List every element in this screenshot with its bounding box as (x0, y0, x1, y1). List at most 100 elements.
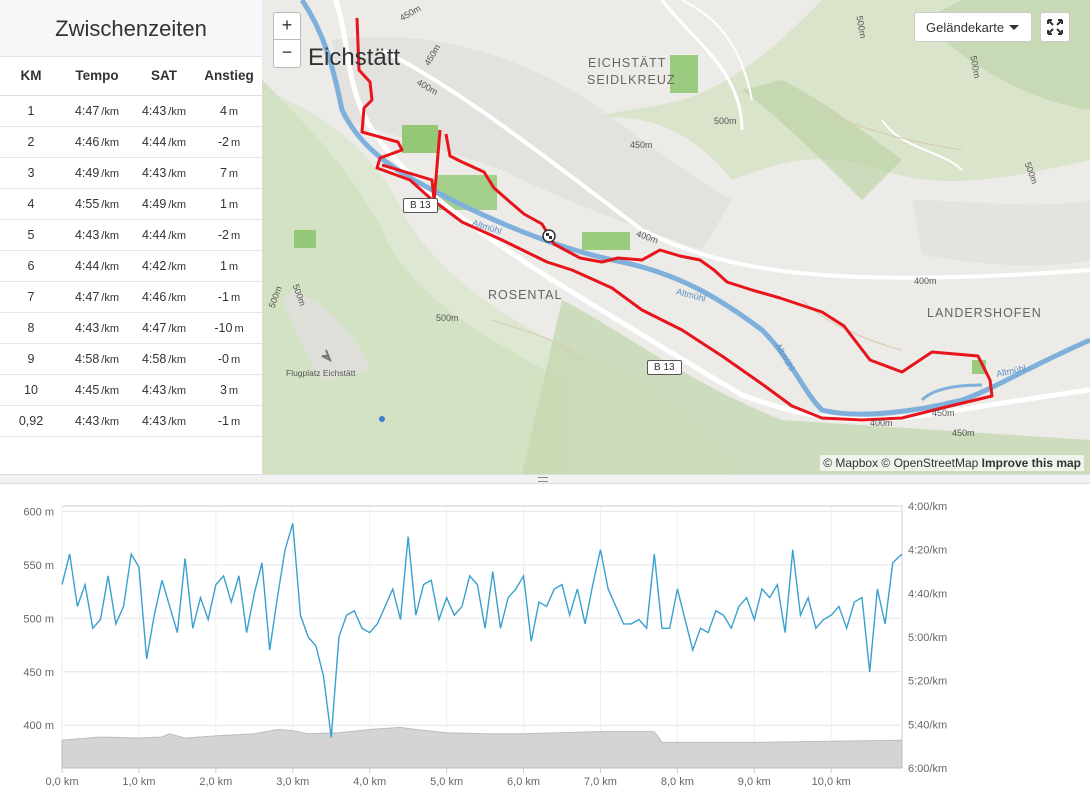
split-sat: 4:47/km (132, 312, 196, 344)
split-anstieg-value: 3 (219, 382, 227, 397)
splits-title: Zwischenzeiten (0, 0, 262, 57)
road-shield-b13-a: B 13 (403, 198, 438, 213)
split-row[interactable]: 6 4:44/km 4:42/km 1 m (0, 250, 262, 282)
split-anstieg-unit: m (234, 322, 244, 335)
contour-label: 450m (952, 428, 975, 438)
improve-map-link[interactable]: Improve this map (981, 456, 1081, 470)
plot-area (61, 505, 903, 769)
split-sat: 4:44/km (132, 126, 196, 158)
split-km-value: 5 (27, 227, 35, 242)
split-row[interactable]: 7 4:47/km 4:46/km -1 m (0, 281, 262, 313)
col-header-sat[interactable]: SAT (132, 57, 196, 96)
split-sat-value: 4:44 (141, 134, 167, 149)
col-header-anstieg[interactable]: Anstieg (196, 57, 262, 96)
split-anstieg: -2 m (196, 126, 262, 158)
zoom-in-button[interactable]: + (273, 12, 301, 40)
split-row[interactable]: 0,92 4:43/km 4:43/km -1 m (0, 405, 262, 437)
split-km-value: 7 (27, 289, 35, 304)
map-canvas[interactable] (262, 0, 1090, 474)
split-row[interactable]: 3 4:49/km 4:43/km 7 m (0, 157, 262, 189)
label-eichstaett-seidlkreuz-1: EICHSTÄTT (588, 56, 667, 70)
col-header-tempo[interactable]: Tempo (62, 57, 132, 96)
zoom-out-button[interactable]: − (273, 40, 301, 68)
split-tempo-unit: /km (101, 229, 120, 242)
contour-label: 400m (870, 418, 893, 428)
split-row[interactable]: 4 4:55/km 4:49/km 1 m (0, 188, 262, 220)
split-km-value: 4 (27, 196, 35, 211)
split-km: 7 (0, 281, 62, 313)
split-tempo-value: 4:47 (74, 103, 100, 118)
right-tick-label: 6:00/km (908, 763, 947, 775)
split-sat-unit: /km (168, 198, 187, 211)
left-tick-label: 450 m (23, 667, 54, 679)
split-tempo-unit: /km (101, 136, 120, 149)
panel-divider[interactable] (0, 474, 1090, 484)
split-row[interactable]: 5 4:43/km 4:44/km -2 m (0, 219, 262, 251)
left-tick-label: 400 m (23, 720, 54, 732)
left-tick-label: 500 m (23, 613, 54, 625)
split-row[interactable]: 1 4:47/km 4:43/km 4 m (0, 95, 262, 127)
x-tick-label: 3,0 km (276, 776, 309, 788)
map-type-label: Geländekarte (926, 20, 1005, 35)
split-sat-unit: /km (168, 322, 187, 335)
split-anstieg-value: -2 (217, 134, 229, 149)
map-type-dropdown[interactable]: Geländekarte (914, 12, 1032, 42)
left-tick-label: 600 m (23, 506, 54, 518)
x-tick-label: 0,0 km (45, 776, 78, 788)
split-tempo-unit: /km (101, 260, 120, 273)
split-row[interactable]: 2 4:46/km 4:44/km -2 m (0, 126, 262, 158)
split-anstieg-value: -10 (214, 320, 233, 335)
split-anstieg-value: -2 (217, 227, 229, 242)
split-sat: 4:42/km (132, 250, 196, 282)
split-tempo-value: 4:43 (74, 227, 100, 242)
split-tempo-unit: /km (101, 291, 120, 304)
right-tick-label: 5:40/km (908, 719, 947, 731)
split-tempo-unit: /km (101, 105, 120, 118)
right-tick-label: 5:00/km (908, 632, 947, 644)
split-anstieg-value: -0 (217, 351, 229, 366)
split-sat-value: 4:44 (141, 227, 167, 242)
contour-label: 450m (630, 140, 653, 150)
split-km-value: 3 (27, 165, 35, 180)
split-sat-unit: /km (168, 260, 187, 273)
resize-handle-icon[interactable] (538, 477, 548, 482)
left-axis: 600 m 550 m 500 m 450 m 400 m (23, 506, 54, 732)
split-row[interactable]: 9 4:58/km 4:58/km -0 m (0, 343, 262, 375)
x-tick-label: 6,0 km (507, 776, 540, 788)
split-tempo: 4:58/km (62, 343, 132, 375)
split-tempo-value: 4:55 (74, 196, 100, 211)
split-row[interactable]: 10 4:45/km 4:43/km 3 m (0, 374, 262, 406)
split-tempo: 4:45/km (62, 374, 132, 406)
split-anstieg-unit: m (230, 291, 241, 304)
fullscreen-button[interactable] (1040, 12, 1070, 42)
split-sat-unit: /km (168, 105, 187, 118)
split-km: 5 (0, 219, 62, 251)
x-axis: 0,0 km 1,0 km 2,0 km 3,0 km 4,0 km 5,0 km 6,0 … (45, 768, 851, 788)
split-tempo-value: 4:43 (74, 413, 100, 428)
split-anstieg-unit: m (228, 167, 239, 180)
split-tempo-unit: /km (101, 415, 120, 428)
split-sat: 4:46/km (132, 281, 196, 313)
split-tempo-value: 4:43 (74, 320, 100, 335)
split-tempo-value: 4:44 (74, 258, 100, 273)
split-row[interactable]: 8 4:43/km 4:47/km -10 m (0, 312, 262, 344)
split-km: 8 (0, 312, 62, 344)
label-landershofen: LANDERSHOFEN (927, 306, 1042, 320)
split-tempo: 4:49/km (62, 157, 132, 189)
split-sat: 4:58/km (132, 343, 196, 375)
road-shield-b13-b: B 13 (647, 360, 682, 375)
elevation-pace-chart[interactable]: 600 m 550 m 500 m 450 m 400 m 4:00/km 4:20/km… (0, 484, 1090, 792)
contour-label: 400m (914, 276, 937, 286)
split-tempo-value: 4:58 (74, 351, 100, 366)
chevron-down-icon (1009, 25, 1019, 30)
split-sat-value: 4:58 (141, 351, 167, 366)
split-sat: 4:43/km (132, 374, 196, 406)
split-km-value: 9 (27, 351, 35, 366)
route-map[interactable]: Eichstätt EICHSTÄTT SEIDLKREUZ ROSENTAL … (262, 0, 1090, 474)
col-header-km[interactable]: KM (0, 57, 62, 96)
elevation-area (61, 726, 903, 769)
